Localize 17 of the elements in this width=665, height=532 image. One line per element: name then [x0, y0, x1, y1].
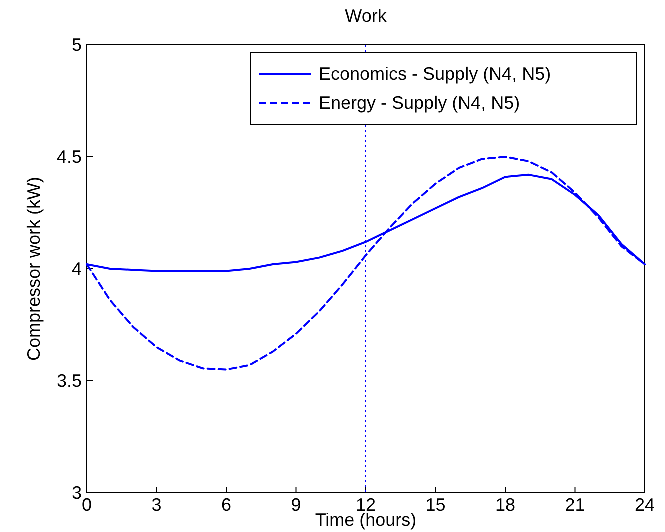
y-axis-title: Compressor work (kW) [24, 176, 44, 362]
x-tick-label: 24 [634, 494, 656, 515]
x-axis-title: Time (hours) [315, 510, 417, 530]
x-tick-label: 18 [495, 494, 516, 515]
legend-label: Economics - Supply (N4, N5) [319, 64, 552, 84]
y-tick-label: 3.5 [56, 370, 82, 391]
chart-title: Work [345, 6, 388, 26]
x-tick-label: 9 [291, 494, 302, 515]
x-tick-label: 15 [426, 494, 446, 515]
x-tick-label: 3 [152, 494, 162, 515]
legend-label: Energy - Supply (N4, N5) [319, 93, 520, 113]
x-tick-label: 21 [565, 494, 586, 515]
y-tick-label: 5 [72, 34, 82, 55]
x-tick-label: 0 [82, 494, 92, 515]
y-tick-label: 4 [72, 258, 82, 279]
y-tick-label: 4.5 [56, 146, 82, 167]
x-tick-label: 6 [221, 494, 232, 515]
